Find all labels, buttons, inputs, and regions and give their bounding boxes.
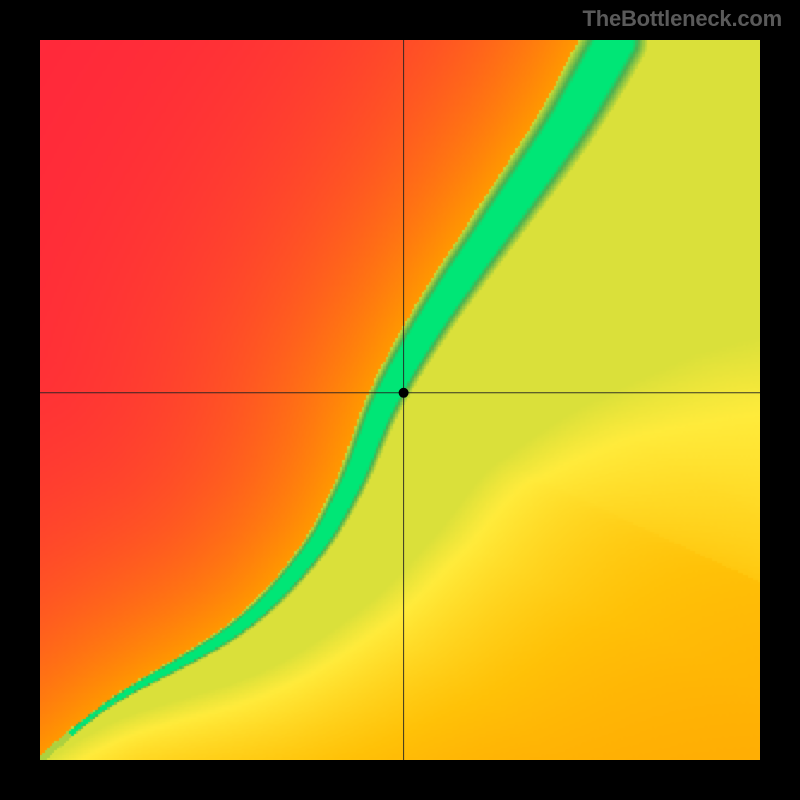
- bottleneck-heatmap: [40, 40, 760, 760]
- watermark: TheBottleneck.com: [582, 6, 782, 32]
- heatmap-canvas: [40, 40, 760, 760]
